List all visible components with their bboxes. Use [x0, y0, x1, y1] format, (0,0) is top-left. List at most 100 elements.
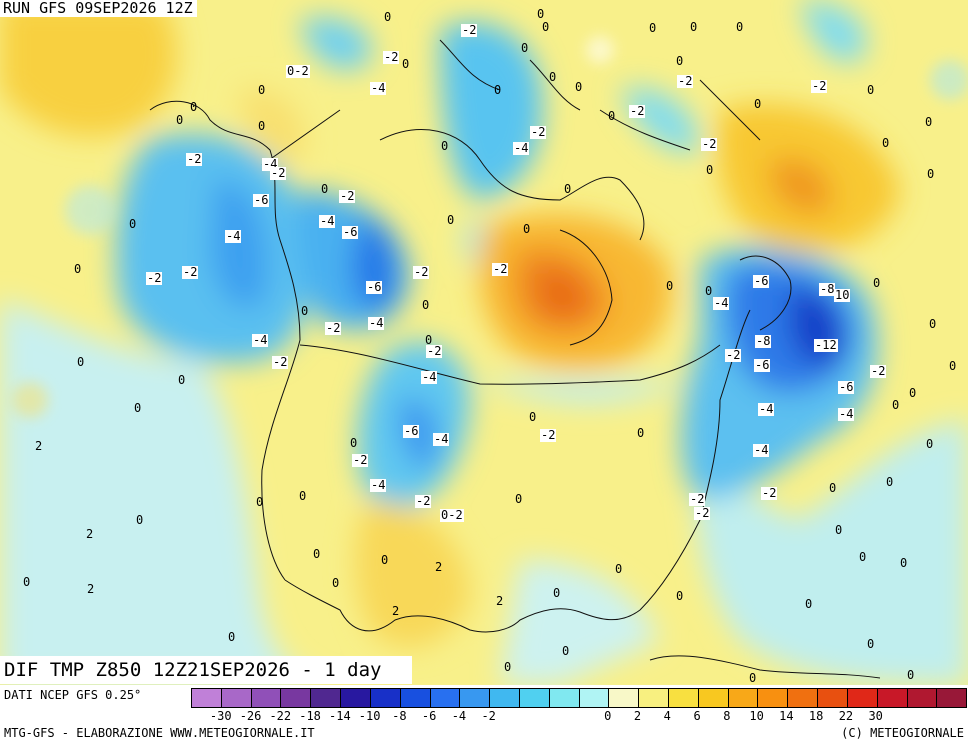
legend-tick-label: -30	[209, 709, 232, 723]
contour-label: -8	[819, 282, 836, 296]
legend-tick-label: 4	[663, 709, 671, 723]
legend-swatch	[639, 689, 669, 707]
contour-label: 2	[496, 594, 504, 608]
legend-swatch	[818, 689, 848, 707]
legend-tick-label: 6	[693, 709, 701, 723]
contour-label: 0	[494, 83, 502, 97]
contour-label: 0	[666, 279, 674, 293]
contour-label: -8	[755, 334, 772, 348]
legend-tick-label: 8	[723, 709, 731, 723]
contour-label: -6	[253, 193, 270, 207]
legend-swatch	[877, 689, 908, 707]
contour-label: -6	[366, 280, 383, 294]
contour-label: 0	[900, 556, 908, 570]
contour-label: 0	[859, 550, 867, 564]
contour-label: 0	[736, 20, 744, 34]
contour-label: 0	[705, 284, 713, 298]
contour-label: 0	[523, 222, 531, 236]
contour-label: -4	[368, 316, 385, 330]
legend-swatch	[669, 689, 699, 707]
contour-label: 0	[23, 575, 31, 589]
contour-label: 0	[927, 167, 935, 181]
contour-label: 0	[521, 41, 529, 55]
contour-label: -4	[252, 333, 269, 347]
temperature-anomaly-map	[0, 0, 968, 685]
legend-swatch	[460, 689, 491, 707]
contour-label: 0	[190, 100, 198, 114]
contour-label: -4	[433, 432, 450, 446]
contour-label: 0	[384, 10, 392, 24]
contour-label: 10	[834, 288, 851, 302]
contour-label: 0	[867, 83, 875, 97]
contour-label: -4	[319, 214, 336, 228]
contour-label: -4	[758, 402, 775, 416]
contour-label: 2	[392, 604, 400, 618]
legend-swatch	[549, 689, 580, 707]
contour-label: 0	[907, 668, 915, 682]
contour-label: -2	[352, 453, 369, 467]
contour-label: -2	[540, 428, 557, 442]
contour-label: -2	[461, 23, 478, 37]
contour-label: 0	[805, 597, 813, 611]
legend-swatch	[341, 689, 371, 707]
legend-tick-label: 22	[838, 709, 854, 723]
contour-label: 0	[892, 398, 900, 412]
legend-swatch	[221, 689, 252, 707]
contour-label: 0	[829, 481, 837, 495]
contour-label: 0	[835, 523, 843, 537]
legend-swatch	[370, 689, 401, 707]
legend-swatch	[758, 689, 789, 707]
contour-label: 0	[301, 304, 309, 318]
contour-label: 0	[925, 115, 933, 129]
contour-label: 0	[564, 182, 572, 196]
contour-label: 0	[676, 54, 684, 68]
copyright-label: (C) METEOGIORNALE	[841, 726, 964, 740]
contour-label: -2	[530, 125, 547, 139]
contour-label: 0	[176, 113, 184, 127]
contour-label: -2	[339, 189, 356, 203]
contour-label: 0	[256, 495, 264, 509]
legend-swatch	[907, 689, 938, 707]
contour-label: 0	[882, 136, 890, 150]
contour-label: -2	[325, 321, 342, 335]
contour-label: -6	[754, 358, 771, 372]
contour-label: -4	[753, 443, 770, 457]
contour-label: 0	[575, 80, 583, 94]
contour-label: -4	[225, 229, 242, 243]
contour-label: 2	[35, 439, 43, 453]
legend-swatch	[311, 689, 342, 707]
contour-label: -2	[270, 166, 287, 180]
legend-swatch	[788, 689, 819, 707]
contour-label: 0	[134, 401, 142, 415]
contour-label: 0	[886, 475, 894, 489]
legend-swatch	[281, 689, 312, 707]
contour-label: -6	[342, 225, 359, 239]
contour-label: -4	[838, 407, 855, 421]
contour-label: 0	[228, 630, 236, 644]
legend-tick-label: -22	[269, 709, 292, 723]
contour-label: -4	[370, 478, 387, 492]
contour-label: -2	[186, 152, 203, 166]
contour-label: -2	[677, 74, 694, 88]
contour-label: 0	[258, 119, 266, 133]
contour-label: 0	[447, 213, 455, 227]
contour-label: -2	[146, 271, 163, 285]
contour-label: 0	[321, 182, 329, 196]
contour-label: 0	[949, 359, 957, 373]
contour-label: 0	[178, 373, 186, 387]
contour-label: 0	[615, 562, 623, 576]
contour-label: 0	[754, 97, 762, 111]
legend-swatch	[847, 689, 878, 707]
contour-label: 0	[422, 298, 430, 312]
contour-label: 0	[77, 355, 85, 369]
contour-label: -2	[701, 137, 718, 151]
legend-swatch	[400, 689, 431, 707]
contour-label: 0-2	[440, 508, 464, 522]
contour-label: -2	[182, 265, 199, 279]
contour-label: 0	[562, 644, 570, 658]
contour-label: 0	[553, 586, 561, 600]
contour-label: -6	[403, 424, 420, 438]
contour-label: 0	[637, 426, 645, 440]
contour-label: -2	[629, 104, 646, 118]
valid-time-title: DIF TMP Z850 12Z21SEP2026 - 1 day	[0, 656, 412, 684]
